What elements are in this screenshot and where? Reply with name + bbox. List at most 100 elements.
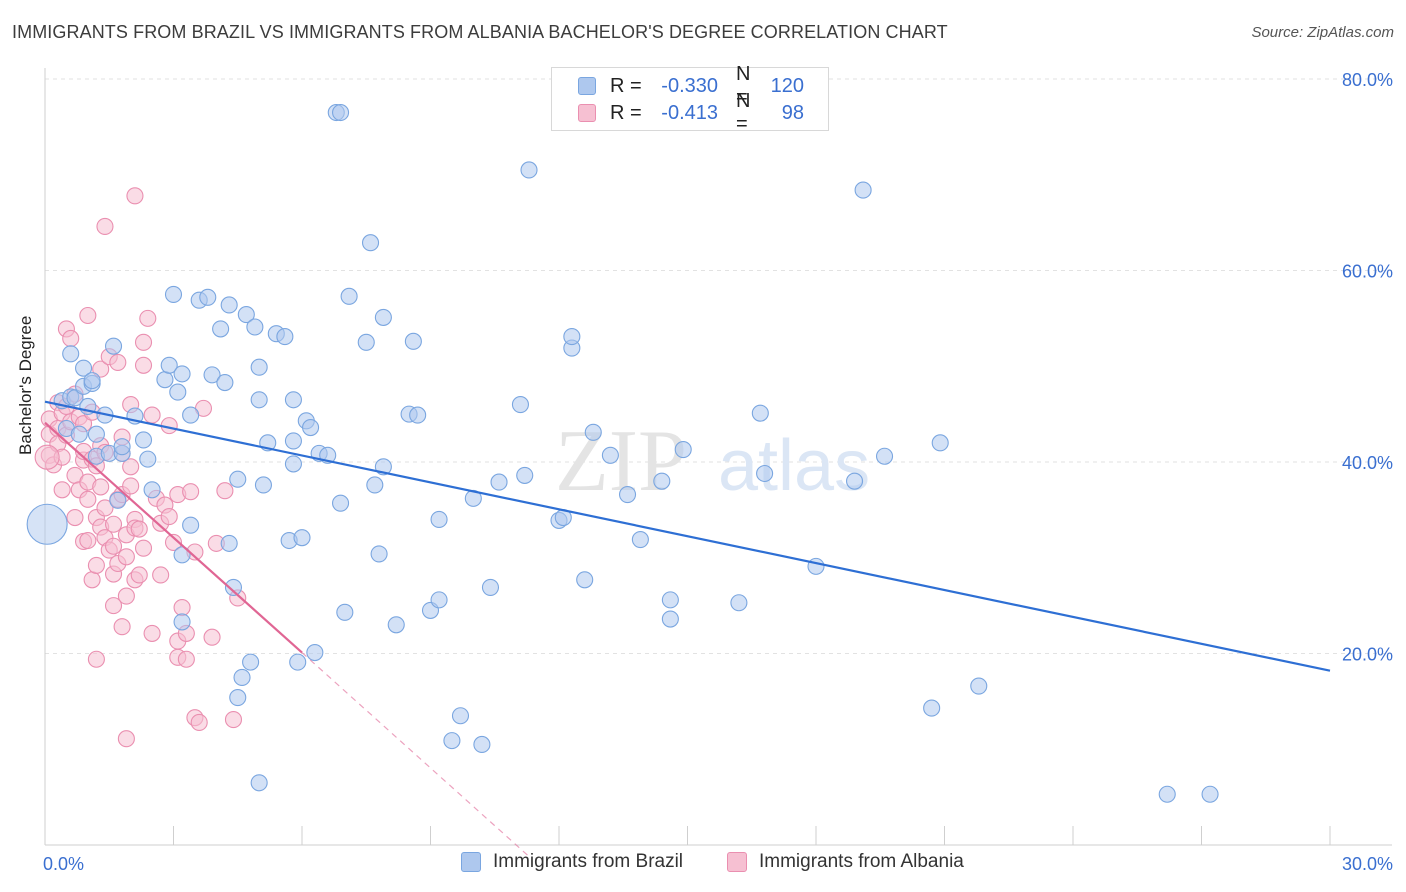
albania-point — [79, 490, 97, 508]
source-label: Source: ZipAtlas.com — [1251, 24, 1394, 41]
albania-point — [87, 650, 105, 668]
brazil-point — [674, 441, 692, 459]
albania-point — [66, 508, 84, 527]
brazil-point — [160, 356, 178, 374]
brazil-point — [443, 732, 461, 750]
albania-point — [143, 624, 161, 642]
albania-point — [117, 587, 135, 605]
y-tick-label: 40.0% — [1342, 453, 1393, 473]
albania-point — [134, 539, 153, 557]
brazil-point — [584, 423, 602, 441]
brazil-point — [361, 234, 380, 252]
brazil-point — [284, 455, 302, 473]
brazil-point — [370, 545, 388, 563]
brazil-point — [490, 473, 508, 491]
watermark-atlas: atlas — [718, 426, 870, 506]
brazil-point — [173, 546, 191, 564]
brazil-point — [237, 305, 255, 324]
brazil-point — [1158, 785, 1176, 803]
brazil-point — [224, 578, 243, 596]
albania-points — [34, 187, 247, 748]
brazil-point — [511, 395, 530, 414]
brazil-point — [220, 534, 238, 552]
brazil-point — [807, 557, 825, 575]
legend-n-value: 98 — [781, 101, 804, 124]
brazil-point — [139, 450, 157, 468]
trend-lines — [44, 400, 1331, 857]
brazil-point — [430, 510, 448, 529]
brazil-point — [751, 404, 769, 422]
legend-row-albania: R = -0.413 N = 98 — [578, 90, 804, 135]
x-tick-label-max: 30.0% — [1342, 854, 1393, 874]
albania-point — [117, 730, 135, 748]
brazil-point — [229, 470, 247, 488]
brazil-point — [199, 288, 217, 306]
bottom-swatch-brazil — [461, 852, 481, 872]
brazil-point — [229, 688, 247, 707]
bottom-legend-brazil-label: Immigrants from Brazil — [493, 851, 684, 872]
albania-point — [87, 556, 105, 574]
brazil-point — [631, 531, 649, 549]
brazil-point — [182, 406, 200, 424]
albania-trend-extension — [301, 652, 530, 857]
brazil-point — [931, 434, 949, 452]
albania-point — [92, 478, 110, 496]
albania-point — [122, 477, 140, 495]
brazil-point — [212, 320, 230, 338]
brazil-point — [854, 181, 872, 199]
brazil-point — [516, 466, 534, 484]
albania-point — [160, 508, 178, 526]
brazil-point — [246, 318, 264, 336]
albania-point — [113, 618, 131, 636]
albania-point — [79, 531, 97, 550]
legend-row-brazil: R = -0.330 N = 120 — [578, 63, 804, 108]
albania-point — [96, 499, 114, 517]
albania-point — [117, 548, 135, 566]
brazil-point — [520, 161, 538, 179]
brazil-point — [374, 308, 392, 326]
brazil-point — [451, 707, 470, 725]
albania-point — [96, 217, 114, 236]
albania-trend-line — [44, 421, 303, 654]
brazil-point — [336, 603, 354, 621]
brazil-point — [87, 425, 105, 443]
brazil-point — [250, 358, 268, 376]
albania-point — [79, 306, 97, 325]
brazil-point — [173, 613, 191, 631]
brazil-point — [387, 616, 405, 634]
grid-lines — [45, 78, 1392, 654]
albania-point — [83, 571, 101, 589]
legend-r-label: R = — [610, 74, 642, 97]
brazil-point — [220, 296, 238, 314]
brazil-point — [254, 476, 273, 494]
albania-point — [139, 309, 157, 327]
x-tick-label-min: 0.0% — [43, 854, 84, 874]
albania-point — [109, 353, 127, 371]
brazil-point — [250, 391, 268, 409]
y-tick-label: 80.0% — [1342, 70, 1393, 90]
brazil-point — [661, 591, 679, 609]
albania-point — [152, 566, 170, 584]
brazil-point — [970, 677, 988, 695]
legend-r-value: -0.413 — [661, 101, 718, 124]
brazil-point — [563, 328, 581, 346]
albania-point — [190, 713, 208, 731]
brazil-point — [173, 365, 191, 383]
brazil-point — [182, 516, 200, 534]
brazil-point-cluster — [26, 503, 68, 545]
brazil-point — [923, 699, 941, 717]
bottom-legend-albania: Immigrants from Albania — [727, 851, 964, 873]
albania-point — [104, 537, 123, 555]
brazil-point — [289, 653, 307, 671]
albania-point — [104, 597, 123, 615]
albania-point — [173, 598, 191, 617]
brazil-point — [216, 373, 234, 392]
brazil-point — [430, 591, 448, 609]
brazil-point — [284, 391, 302, 409]
bottom-legend-albania-label: Immigrants from Albania — [759, 851, 964, 872]
brazil-point — [404, 332, 422, 350]
legend-r-label: R = — [610, 101, 642, 124]
brazil-point — [473, 735, 491, 754]
albania-point — [134, 356, 153, 374]
